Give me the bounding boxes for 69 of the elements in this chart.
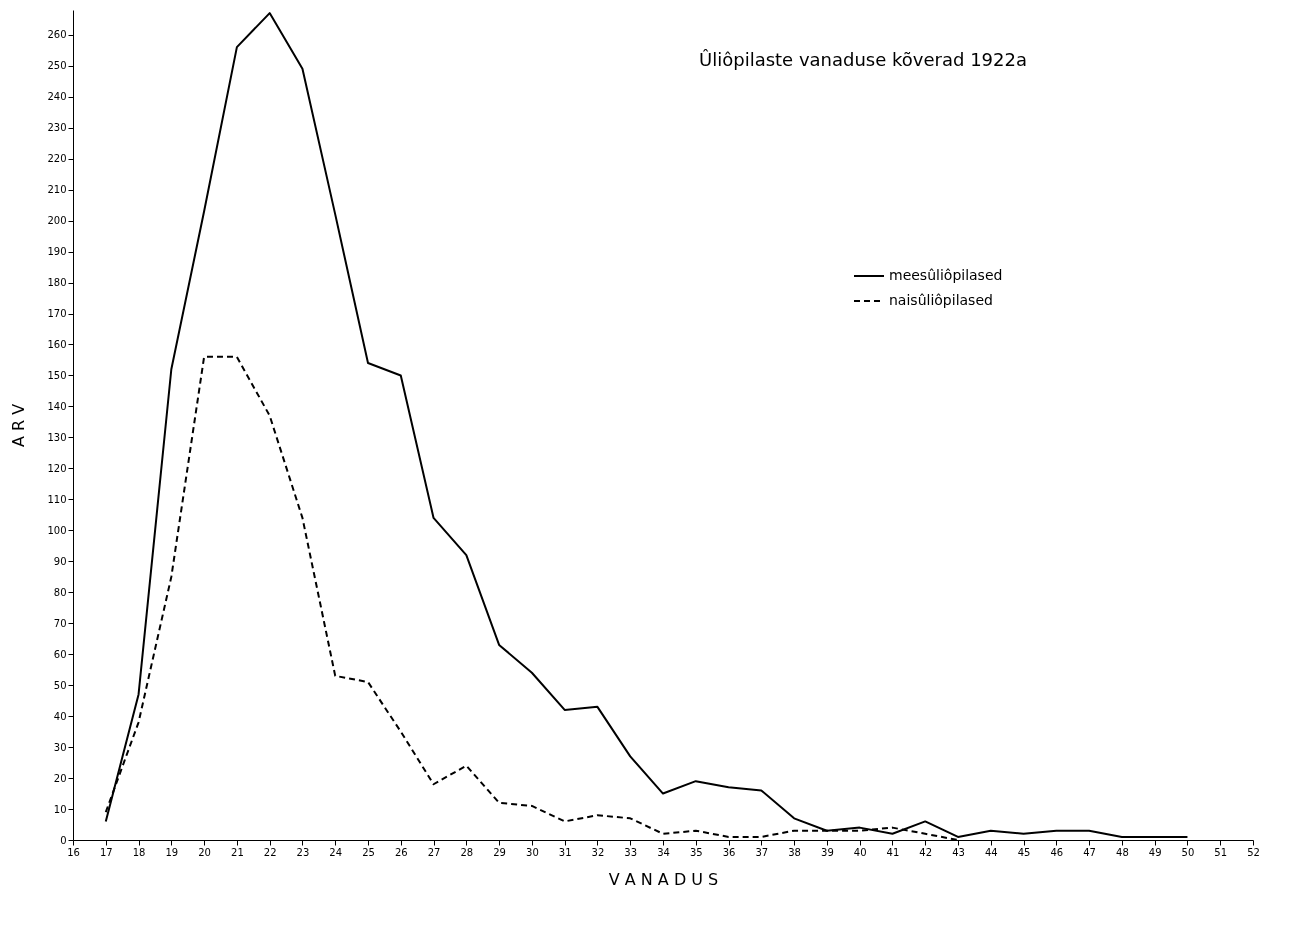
y-tick-label: 180 xyxy=(47,277,67,289)
y-tick-label: 150 xyxy=(47,369,67,381)
x-tick-label: 44 xyxy=(984,846,998,858)
x-tick-label: 48 xyxy=(1116,846,1129,858)
x-tick-label: 47 xyxy=(1083,846,1096,858)
x-tick-label: 16 xyxy=(67,846,80,858)
x-tick-label: 51 xyxy=(1214,846,1228,858)
y-tick-label: 40 xyxy=(53,710,67,722)
text: Ûliôpilaste vanaduse kõverad 1922a xyxy=(699,49,1027,70)
x-tick-label: 39 xyxy=(821,846,834,858)
y-tick-label: 220 xyxy=(47,153,67,165)
x-tick-label: 24 xyxy=(329,846,343,858)
legend-label: naisûliôpilased xyxy=(889,292,993,308)
y-tick-label: 10 xyxy=(53,803,67,815)
y-tick-label: 260 xyxy=(47,29,67,41)
y-tick-label: 170 xyxy=(47,308,67,320)
x-tick-label: 38 xyxy=(788,846,801,858)
x-tick-label: 21 xyxy=(231,846,244,858)
x-tick-label: 45 xyxy=(1017,846,1031,858)
legend-label: meesûliôpilased xyxy=(889,267,1003,283)
x-tick-label: 50 xyxy=(1181,846,1195,858)
x-tick-label: 35 xyxy=(689,846,703,858)
y-tick-label: 240 xyxy=(47,91,67,103)
y-tick-label: 100 xyxy=(47,524,67,536)
y-tick-label: 60 xyxy=(53,648,67,660)
x-tick-label: 28 xyxy=(460,846,474,858)
x-tick-label: 25 xyxy=(362,846,375,858)
y-tick-label: 250 xyxy=(47,60,67,72)
y-tick-label: 50 xyxy=(53,679,67,691)
y-tick-label: 140 xyxy=(47,400,67,412)
x-tick-label: 46 xyxy=(1050,846,1064,858)
x-tick-label: 33 xyxy=(624,846,638,858)
x-tick-label: 19 xyxy=(165,846,179,858)
y-tick-label: 120 xyxy=(47,462,67,474)
x-tick-label: 49 xyxy=(1148,846,1162,858)
x-tick-label: 40 xyxy=(853,846,867,858)
x-tick-label: 23 xyxy=(296,846,310,858)
y-tick-label: 210 xyxy=(47,184,67,196)
x-tick-label: 43 xyxy=(952,846,965,858)
x-tick-label: 42 xyxy=(919,846,933,858)
y-tick-label: 200 xyxy=(47,215,67,227)
y-tick-label: 30 xyxy=(53,741,67,753)
x-tick-label: 26 xyxy=(394,846,408,858)
x-tick-label: 36 xyxy=(722,846,736,858)
x-tick-label: 31 xyxy=(558,846,572,858)
x-tick-label: 41 xyxy=(886,846,900,858)
y-tick-label: 0 xyxy=(60,834,67,846)
y-tick-label: 130 xyxy=(47,431,67,443)
x-tick-label: 22 xyxy=(263,846,277,858)
x-tick-label: 29 xyxy=(493,846,506,858)
y-tick-label: 20 xyxy=(53,772,67,784)
x-tick-label: 34 xyxy=(657,846,670,858)
y-tick-label: 80 xyxy=(53,586,67,598)
x-tick-label: 30 xyxy=(526,846,539,858)
x-axis-title: V A N A D U S xyxy=(608,869,719,889)
y-axis-title: A R V xyxy=(9,403,29,448)
y-tick-label: 90 xyxy=(53,555,67,567)
x-tick-label: 32 xyxy=(591,846,605,858)
y-tick-label: 230 xyxy=(47,122,67,134)
x-tick-label: 52 xyxy=(1247,846,1260,858)
x-tick-label: 37 xyxy=(755,846,769,858)
y-tick-label: 70 xyxy=(53,617,67,629)
x-tick-label: 27 xyxy=(427,846,441,858)
y-tick-label: 190 xyxy=(47,246,67,258)
x-tick-label: 17 xyxy=(99,846,113,858)
y-tick-label: 110 xyxy=(47,493,67,505)
x-tick-label: 18 xyxy=(132,846,146,858)
x-tick-label: 20 xyxy=(198,846,211,858)
y-tick-label: 160 xyxy=(47,338,67,350)
